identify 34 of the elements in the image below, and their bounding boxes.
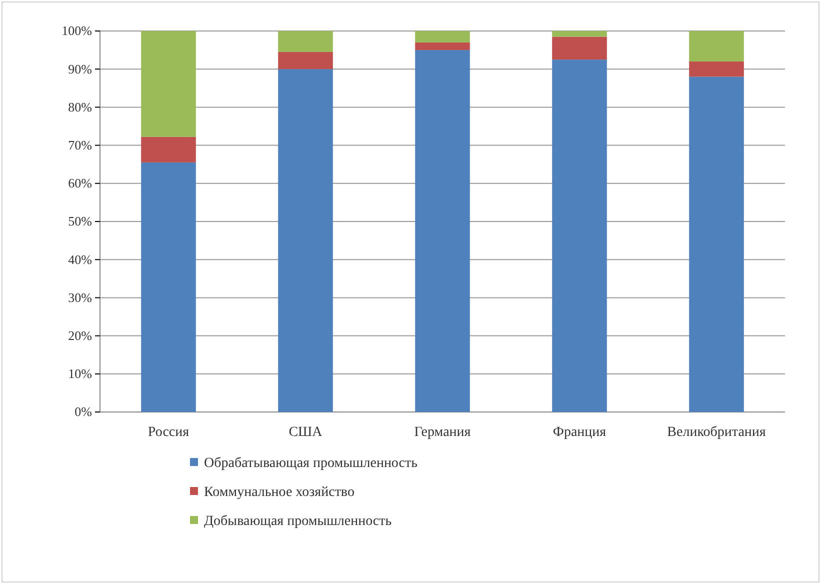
bar (552, 36, 607, 60)
y-tick-label: 70% (68, 137, 92, 152)
legend-label: Коммунальное хозяйство (204, 485, 354, 500)
y-tick-label: 30% (68, 290, 92, 305)
bar (552, 60, 607, 412)
y-tick-label: 10% (68, 366, 92, 382)
bar (415, 50, 470, 412)
bar (141, 31, 196, 137)
bar (552, 31, 607, 37)
x-tick-label: Россия (148, 424, 190, 440)
x-tick-label: Великобритания (667, 424, 766, 440)
y-tick-label: 60% (68, 176, 92, 191)
y-tick-label: 80% (68, 99, 92, 114)
bar (689, 76, 744, 412)
bar (141, 136, 196, 162)
y-tick-label: 40% (68, 252, 92, 267)
y-tick-label: 20% (68, 328, 92, 343)
bar (415, 31, 470, 42)
legend-label: Обрабатывающая промышленность (204, 456, 418, 471)
x-tick-label: Германия (414, 424, 472, 440)
bar (278, 52, 333, 70)
x-tick-label: США (288, 424, 324, 440)
bar (278, 69, 333, 412)
y-tick-label: 90% (68, 61, 92, 76)
bar (141, 162, 196, 412)
y-tick-label: 0% (74, 404, 92, 420)
x-tick-label: Франция (552, 424, 607, 440)
bar (278, 31, 333, 52)
bar (689, 61, 744, 77)
bar (689, 31, 744, 62)
legend-label: Добывающая промышленность (204, 514, 392, 529)
y-tick-label: 100% (62, 23, 92, 38)
y-tick-label: 50% (68, 214, 92, 229)
bar (415, 42, 470, 50)
